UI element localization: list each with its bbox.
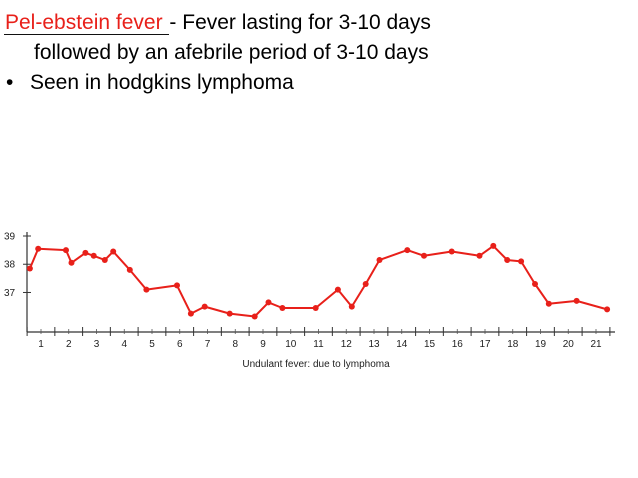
x-tick-label: 5: [149, 339, 155, 350]
temperature-data-point: [68, 259, 75, 266]
slide-text: Pel-ebstein fever - Fever lasting for 3-…: [4, 8, 634, 98]
temperature-data-point: [201, 303, 208, 310]
temperature-data-point: [334, 286, 341, 293]
x-tick-label: 19: [535, 339, 547, 350]
temperature-data-point: [448, 248, 455, 255]
temperature-data-point: [490, 242, 497, 249]
bullet-item: • Seen in hodgkins lymphoma: [4, 68, 634, 98]
bullet-text: Seen in hodgkins lymphoma: [30, 71, 294, 94]
temperature-data-point: [545, 300, 552, 307]
temperature-data-point: [573, 297, 580, 304]
temperature-data-point: [421, 252, 427, 259]
temperature-data-point: [251, 313, 258, 320]
temperature-data-point: [476, 252, 483, 259]
y-tick-label: 38: [4, 260, 16, 271]
x-tick-label: 7: [205, 339, 211, 350]
temperature-data-point: [376, 257, 383, 263]
chart-axes: [26, 232, 615, 333]
temperature-data-point: [312, 305, 319, 311]
x-tick-label: 21: [590, 339, 602, 350]
x-tick-label: 12: [341, 339, 353, 350]
x-tick-label: 1: [38, 339, 44, 350]
temperature-data-point: [279, 305, 286, 311]
temperature-data-point: [101, 257, 108, 263]
temperature-data-point: [143, 286, 150, 293]
x-tick-label: 17: [479, 339, 491, 350]
term-pel-ebstein: Pel-ebstein fever: [4, 11, 170, 35]
definition-continuation: followed by an afebrile period of 3-10 d…: [34, 41, 429, 64]
definition-line: Pel-ebstein fever - Fever lasting for 3-…: [4, 8, 634, 38]
x-tick-label: 18: [507, 339, 519, 350]
temperature-data-point: [110, 248, 117, 255]
y-tick-label: 37: [4, 288, 16, 299]
x-tick-label: 8: [232, 339, 238, 350]
temperature-data-point: [226, 310, 233, 317]
y-tick-label: 39: [4, 232, 16, 243]
x-tick-label: 9: [260, 339, 266, 350]
temperature-data-point: [35, 245, 42, 252]
temperature-data-point: [126, 266, 133, 273]
x-tick-label: 2: [66, 339, 72, 350]
x-tick-label: 10: [285, 339, 297, 350]
temperature-data-point: [348, 303, 355, 310]
temperature-data-point: [532, 281, 538, 287]
x-tick-label: 13: [368, 339, 380, 350]
x-tick-label: 20: [563, 339, 575, 350]
temperature-data-point: [362, 281, 369, 287]
temperature-data-point: [518, 258, 525, 265]
x-tick-label: 16: [452, 339, 464, 350]
temperature-data-point: [504, 257, 511, 263]
x-tick-label: 3: [94, 339, 100, 350]
temperature-data-point: [404, 247, 411, 254]
x-tick-label: 4: [121, 339, 127, 350]
temperature-data-point: [604, 306, 611, 313]
x-tick-label: 14: [396, 339, 408, 350]
temperature-series-line: [28, 244, 608, 318]
x-tick-label: 11: [313, 339, 324, 350]
temperature-data-point: [265, 299, 272, 306]
x-tick-label: 6: [177, 339, 183, 350]
chart-caption: Undulant fever: due to lymphoma: [242, 359, 390, 370]
temperature-data-point: [187, 310, 194, 317]
x-tick-label: 15: [424, 339, 436, 350]
bullet-icon: •: [6, 71, 14, 94]
temperature-data-point: [174, 282, 180, 289]
temperature-data-point: [26, 265, 33, 272]
temperature-data-point: [90, 252, 97, 259]
temperature-data-point: [82, 249, 89, 256]
chart-series: [26, 242, 611, 320]
temperature-data-point: [63, 247, 69, 254]
definition-text: - Fever lasting for 3-10 days: [169, 11, 431, 34]
